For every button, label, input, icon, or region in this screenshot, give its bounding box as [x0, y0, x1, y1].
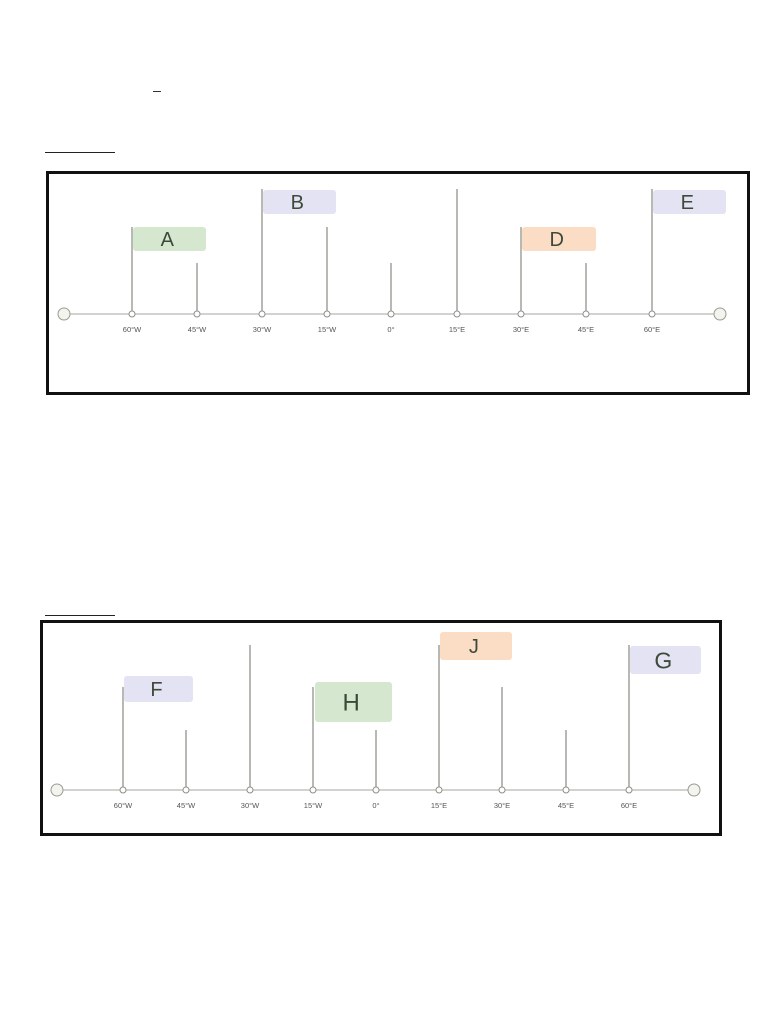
flag-d-banner [522, 227, 596, 251]
tick-label: 45°W [177, 801, 196, 810]
tick-label: 45°E [578, 325, 594, 334]
tick-label: 60°E [621, 801, 637, 810]
tick-label: 45°W [188, 325, 207, 334]
timeline-diagram-1: A B D E 60°W 45°W 30°W 15°W 0° 15°E 30°E 45°E 60°E [57, 189, 727, 334]
tick-label: 0° [387, 325, 394, 334]
tick-marker [246, 786, 254, 794]
flag-a-label: A [161, 229, 175, 251]
tick-label: 30°E [513, 325, 529, 334]
flag-f-label: F [150, 679, 162, 701]
header-underline-1 [45, 152, 115, 153]
tick-marker [498, 786, 506, 794]
timeline-panel-2: F H J G 60°W 45°W 30°W 15°W 0° 15°E 30°E 45°E 60°E [40, 620, 722, 836]
flag-h-label: H [343, 690, 360, 717]
tick-marker [193, 310, 201, 318]
tick-marker [517, 310, 525, 318]
tick-label: 45°E [558, 801, 574, 810]
tick-marker [182, 786, 190, 794]
tick-label: 60°W [114, 801, 133, 810]
tick-marker [648, 310, 656, 318]
flag-e-label: E [681, 192, 694, 214]
tick-marker [453, 310, 461, 318]
header-underline-2 [45, 615, 115, 616]
flag-g-banner [630, 646, 701, 674]
flag-j-banner [440, 632, 512, 660]
tick-label: 30°W [253, 325, 272, 334]
tick-marker [625, 786, 633, 794]
tick-label: 30°W [241, 801, 260, 810]
tick-label: 15°E [449, 325, 465, 334]
flag-f-banner [124, 676, 193, 702]
tick-marker [258, 310, 266, 318]
axis-start-cap [50, 783, 64, 797]
flag-a-banner [133, 227, 206, 251]
tick-label: 60°E [644, 325, 660, 334]
tick-marker [372, 786, 380, 794]
axis-end-cap [687, 783, 701, 797]
flag-d-label: D [550, 229, 564, 251]
flag-e-banner [653, 190, 726, 214]
axis-end-cap [713, 307, 727, 321]
tick-label: 15°W [318, 325, 337, 334]
flag-b-label: B [291, 192, 304, 214]
dash-mark [153, 91, 161, 92]
tick-marker [387, 310, 395, 318]
tick-marker [309, 786, 317, 794]
tick-label: 15°E [431, 801, 447, 810]
flag-b-banner [263, 190, 336, 214]
tick-marker [562, 786, 570, 794]
flag-h-banner [315, 682, 392, 722]
tick-label: 0° [372, 801, 379, 810]
tick-marker [323, 310, 331, 318]
tick-marker [128, 310, 136, 318]
tick-marker [119, 786, 127, 794]
tick-marker [435, 786, 443, 794]
flag-j-label: J [469, 636, 479, 658]
flag-g-label: G [654, 647, 672, 673]
tick-label: 15°W [304, 801, 323, 810]
tick-marker [582, 310, 590, 318]
tick-label: 60°W [123, 325, 142, 334]
timeline-diagram-2: F H J G 60°W 45°W 30°W 15°W 0° 15°E 30°E 45°E 60°E [50, 632, 701, 810]
tick-label: 30°E [494, 801, 510, 810]
timeline-panel-1: A B D E 60°W 45°W 30°W 15°W 0° 15°E 30°E 45°E 60°E [46, 171, 750, 395]
axis-start-cap [57, 307, 71, 321]
